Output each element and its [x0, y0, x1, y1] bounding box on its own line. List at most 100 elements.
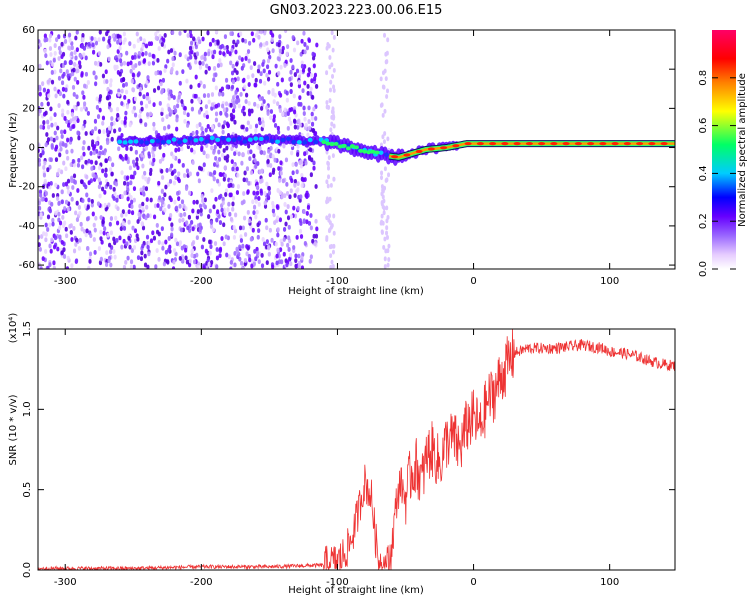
noise-dot [201, 198, 205, 204]
signal-blob [321, 140, 327, 145]
noise-dot [146, 112, 150, 117]
x-tick-label: 0 [470, 577, 476, 588]
noise-dot [186, 33, 190, 38]
noise-dot [101, 150, 105, 156]
noise-dot [174, 237, 178, 243]
noise-dot [67, 45, 71, 51]
noise-dot [94, 141, 99, 147]
noise-dot [282, 237, 286, 242]
noise-dot [297, 80, 301, 85]
noise-dot [259, 179, 263, 184]
noise-dot [277, 129, 281, 135]
noise-dot [49, 180, 53, 186]
noise-dot [106, 232, 110, 238]
noise-dot [133, 170, 137, 176]
noise-dot [111, 162, 115, 168]
noise-dot [87, 145, 91, 151]
noise-dot [172, 259, 176, 265]
noise-dot [140, 152, 144, 158]
noise-dot [208, 250, 212, 256]
noise-dot [62, 182, 66, 187]
noise-dot [46, 227, 50, 232]
noise-dot [245, 92, 249, 98]
noise-dot [113, 128, 117, 134]
noise-dot [189, 84, 193, 90]
noise-dot [94, 40, 99, 46]
noise-dot [274, 63, 278, 69]
figure-title: GN03.2023.223.00.06.E15 [270, 3, 443, 18]
x-tick-label: -300 [54, 276, 77, 287]
noise-dot [204, 248, 209, 254]
noise-dot [246, 120, 250, 126]
noise-dot [162, 125, 167, 131]
noise-dot [210, 102, 215, 108]
noise-dot [63, 220, 67, 226]
colorbar-tick-label: 0.8 [698, 70, 709, 86]
noise-dot [103, 202, 107, 208]
noise-dot [122, 264, 127, 269]
noise-dot [84, 159, 88, 165]
noise-dot [108, 167, 113, 172]
noise-dot [192, 199, 196, 205]
noise-dot [139, 36, 143, 42]
noise-dot [101, 168, 105, 174]
noise-dot [252, 190, 256, 196]
noise-dot [285, 190, 290, 196]
noise-dot [153, 203, 158, 209]
noise-dot [130, 78, 134, 84]
noise-dot [71, 84, 76, 90]
noise-dot [245, 177, 249, 183]
noise-dot [283, 202, 287, 207]
noise-dot [200, 55, 204, 61]
noise-dot [69, 118, 73, 124]
noise-dot [170, 232, 174, 238]
noise-dot [303, 116, 307, 122]
noise-dot [199, 208, 203, 213]
noise-dot [296, 40, 300, 46]
noise-dot [291, 162, 295, 168]
noise-dot [74, 115, 78, 121]
noise-dot [310, 78, 314, 84]
noise-dot [149, 41, 154, 47]
noise-dot [206, 257, 210, 263]
noise-dot [52, 260, 56, 266]
noise-dot [123, 94, 127, 100]
noise-dot [232, 225, 236, 230]
noise-dot [225, 145, 229, 151]
noise-dot [146, 264, 150, 269]
noise-dot [165, 114, 169, 120]
noise-dot [123, 190, 127, 196]
noise-dot [229, 216, 234, 222]
noise-dot [276, 247, 280, 253]
noise-dot [212, 204, 216, 210]
noise-dot [331, 153, 335, 158]
signal-blob [333, 141, 339, 146]
noise-dot [167, 236, 171, 241]
snr-plot-area [38, 329, 675, 570]
noise-dot [383, 166, 387, 172]
noise-dot [96, 136, 100, 142]
noise-dot [295, 188, 299, 194]
noise-dot [263, 200, 267, 206]
noise-dot [246, 210, 250, 215]
noise-dot [84, 131, 88, 136]
noise-dot [195, 130, 199, 135]
noise-dot [73, 179, 77, 185]
noise-dot [221, 200, 225, 206]
noise-dot [105, 95, 110, 101]
noise-dot [254, 128, 258, 133]
noise-dot [273, 220, 277, 226]
noise-dot [219, 62, 223, 68]
noise-dot [117, 53, 121, 59]
signal-blob [325, 141, 331, 146]
noise-dot [94, 75, 98, 80]
noise-dot [107, 39, 111, 44]
noise-dot [42, 165, 46, 170]
signal-peak [574, 142, 582, 146]
noise-dot [180, 146, 184, 152]
noise-dot [329, 253, 333, 259]
noise-dot [149, 197, 153, 203]
noise-dot [242, 77, 246, 83]
noise-dot [253, 249, 257, 254]
noise-dot [247, 180, 251, 186]
